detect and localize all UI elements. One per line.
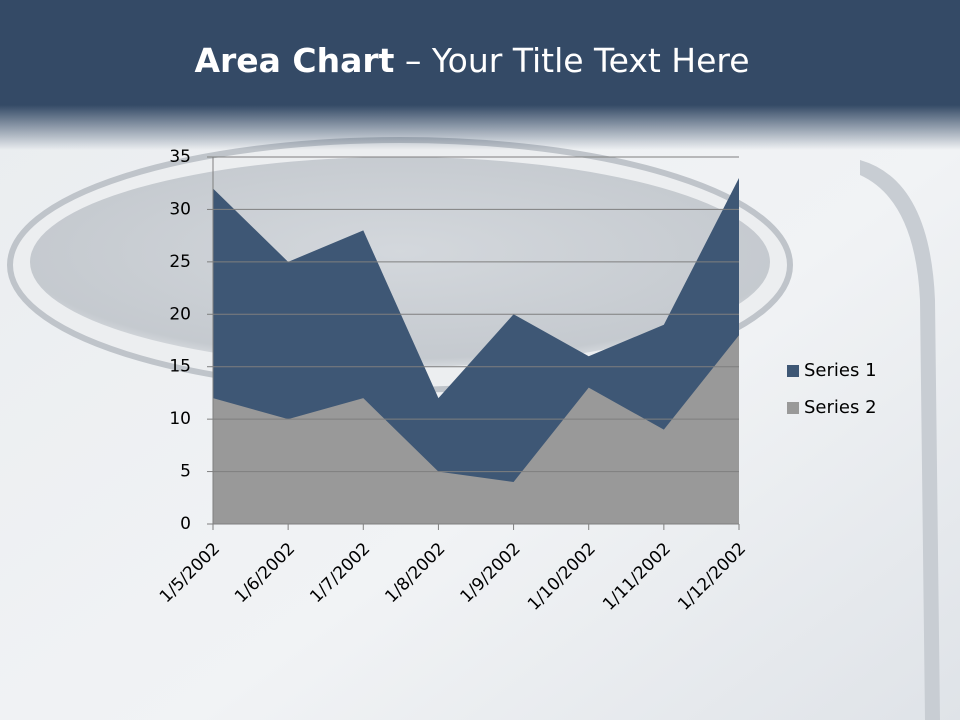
pipe (860, 160, 940, 720)
y-tick-label: 0 (180, 514, 191, 534)
y-tick-label: 35 (169, 147, 191, 167)
area (213, 335, 739, 524)
plot-layer (213, 177, 739, 524)
legend-label: Series 2 (804, 397, 877, 418)
y-tick-label: 15 (169, 357, 191, 377)
legend-label: Series 1 (804, 360, 877, 381)
header-band (0, 0, 960, 150)
y-tick-label: 10 (169, 409, 191, 429)
y-tick-label: 20 (169, 304, 191, 324)
title-rest: – Your Title Text Here (405, 41, 750, 80)
y-tick-label: 5 (180, 462, 191, 482)
slide-title: Area Chart – Your Title Text Here (194, 41, 749, 80)
legend-swatch (787, 402, 799, 414)
title-bold: Area Chart (194, 41, 394, 80)
y-tick-label: 30 (169, 199, 191, 219)
y-tick-label: 25 (169, 252, 191, 272)
legend-swatch (787, 365, 799, 377)
